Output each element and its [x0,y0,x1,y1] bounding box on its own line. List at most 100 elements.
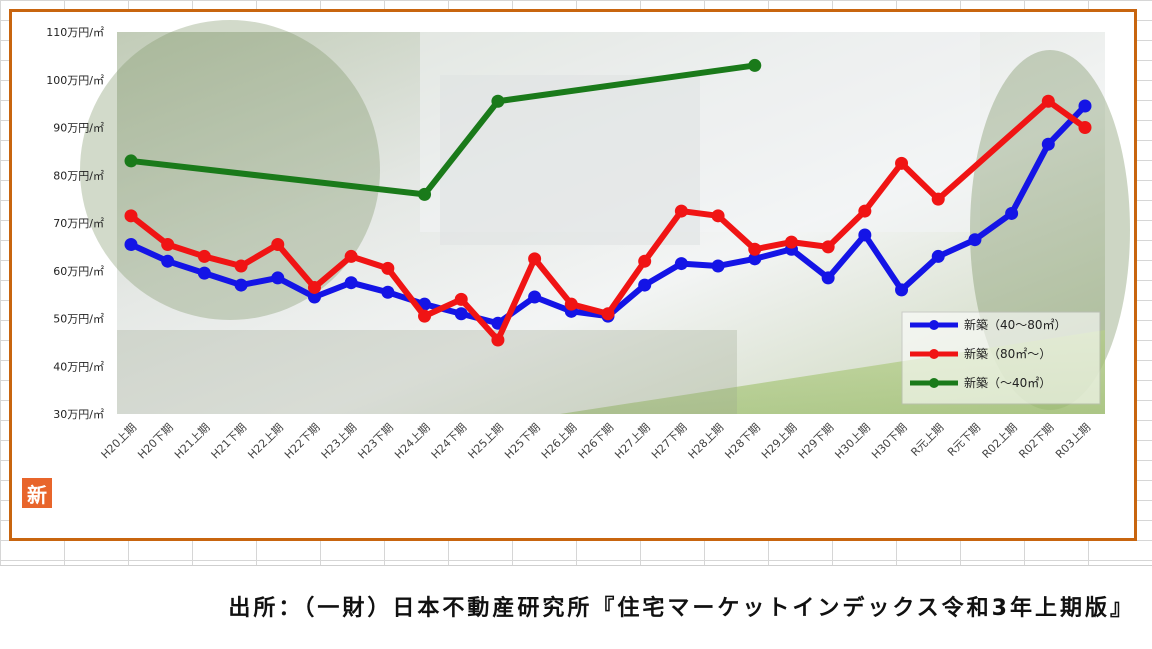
y-tick-label: 50万円/㎡ [53,313,104,326]
data-point [674,257,688,271]
x-axis: H20上期H20下期H21上期H21下期H22上期H22下期H23上期H23下期… [99,421,1094,462]
y-tick-label: 40万円/㎡ [53,360,104,373]
data-point [381,261,395,275]
x-tick-label: H26下期 [576,421,617,462]
data-point [968,233,982,247]
x-tick-label: R元上期 [908,421,946,459]
data-point [307,290,321,304]
x-tick-label: H25上期 [466,421,507,462]
x-tick-label: H23下期 [355,421,396,462]
data-point [197,249,211,263]
data-point [748,242,762,256]
data-point [1041,137,1055,151]
x-tick-label: H30下期 [869,421,910,462]
legend-swatch-marker [929,378,939,388]
data-point [234,278,248,292]
x-tick-label: H28下期 [722,421,763,462]
x-tick-label: H22下期 [282,421,323,462]
x-tick-label: R02上期 [980,421,1020,461]
data-point [674,204,688,218]
x-tick-label: R02下期 [1016,421,1056,461]
data-point [711,209,725,223]
data-point [931,249,945,263]
data-point [454,292,468,306]
data-point [418,309,432,323]
data-point [821,240,835,254]
y-tick-label: 60万円/㎡ [53,265,104,278]
data-point [161,237,175,251]
data-point [307,280,321,294]
data-point [1005,206,1019,220]
legend-label: 新築（40～80㎡） [964,317,1067,332]
y-tick-label: 110万円/㎡ [46,26,104,39]
data-point [784,235,798,249]
data-point [1078,121,1092,134]
data-point [895,283,909,297]
legend: 新築（40～80㎡） 新築（80㎡～） 新築（～40㎡） [901,311,1101,405]
x-tick-label: H20下期 [135,421,176,462]
data-point [418,187,432,201]
data-point [271,271,285,285]
x-tick-label: H24下期 [429,421,470,462]
source-caption: 出所：（一財）日本不動産研究所『住宅マーケットインデックス令和3年上期版』 [228,596,1135,621]
data-point [234,259,248,273]
data-point [491,333,505,347]
data-point [821,271,835,285]
x-tick-label: H21上期 [172,421,213,462]
data-point [528,290,542,304]
legend-label: 新築（～40㎡） [964,375,1051,390]
legend-label: 新築（80㎡～） [964,346,1051,361]
data-point [858,204,872,218]
y-tick-label: 80万円/㎡ [53,169,104,182]
x-tick-label: H27上期 [612,421,653,462]
data-point [931,192,945,206]
data-point [381,285,395,299]
data-point [748,252,762,266]
data-point [161,254,175,268]
x-tick-label: H26上期 [539,421,580,462]
x-tick-label: H23上期 [319,421,360,462]
legend-swatch-marker [929,320,939,330]
data-point [197,266,211,280]
data-point [638,254,652,268]
x-tick-label: H22上期 [245,421,286,462]
data-point [454,307,468,321]
data-point [564,297,578,311]
data-point [124,237,138,251]
data-point [895,156,909,170]
data-point [601,307,615,321]
data-point [528,252,542,266]
series-group [124,94,1092,347]
x-tick-label: H27下期 [649,421,690,462]
y-tick-label: 90万円/㎡ [53,122,104,135]
data-point [858,228,872,242]
data-point [344,276,358,290]
series-line [130,62,756,198]
series-layer [124,58,1092,347]
data-point [124,209,138,223]
x-tick-label: H25下期 [502,421,543,462]
y-axis: 30万円/㎡ 40万円/㎡ 50万円/㎡ 60万円/㎡ 70万円/㎡ 80万円/㎡ 90万円… [46,26,104,421]
data-point [344,249,358,263]
data-point [124,154,138,168]
y-tick-label: 70万円/㎡ [53,217,104,230]
data-point [711,259,725,273]
x-tick-label: H29上期 [759,421,800,462]
footer-band [0,565,1152,649]
x-tick-label: H30上期 [832,421,873,462]
x-tick-label: H29下期 [796,421,837,462]
y-tick-label: 100万円/㎡ [46,74,104,87]
legend-swatch-marker [929,349,939,359]
x-tick-label: H20上期 [99,421,140,462]
x-tick-label: H28上期 [686,421,727,462]
data-point [491,94,505,108]
data-point [748,58,762,72]
series-group [124,58,762,201]
data-point [271,237,285,251]
brand-logo: 新 [22,478,52,508]
data-point [1041,94,1055,108]
x-tick-label: H21下期 [209,421,250,462]
x-tick-label: R03上期 [1053,421,1093,461]
data-point [638,278,652,292]
